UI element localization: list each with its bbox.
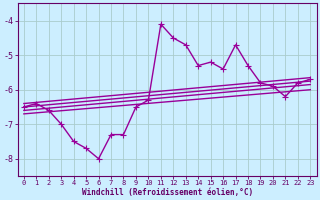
X-axis label: Windchill (Refroidissement éolien,°C): Windchill (Refroidissement éolien,°C) [82, 188, 253, 197]
